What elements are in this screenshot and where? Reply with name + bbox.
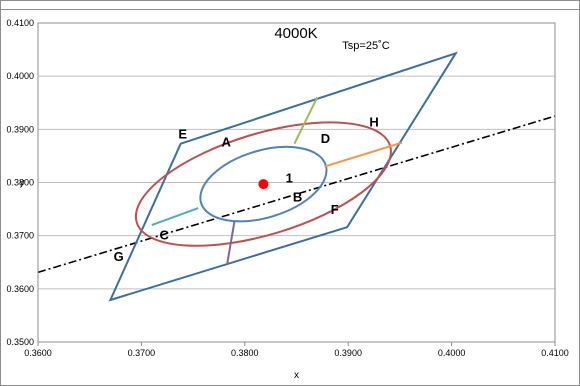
x-tick-label: 0.3800: [231, 348, 259, 358]
x-tick-label: 0.3900: [334, 348, 362, 358]
region-label-F: F: [331, 202, 339, 217]
y-tick-label: 0.3600: [6, 284, 34, 294]
y-tick-label: 0.3500: [6, 337, 34, 347]
region-label-A: A: [221, 134, 231, 149]
x-tick-label: 0.3600: [24, 348, 52, 358]
x-tick-label: 0.4000: [438, 348, 466, 358]
x-axis-title: x: [294, 370, 299, 381]
chart-subtitle: Tsp=25˚C: [342, 40, 389, 52]
region-label-E: E: [178, 126, 187, 141]
quadrilateral-boundary: [108, 51, 459, 302]
connector-segment: [293, 96, 319, 145]
y-tick-label: 0.4000: [6, 71, 34, 81]
connector-segment: [226, 221, 236, 265]
grid-layer: [38, 22, 555, 343]
region-label-H: H: [369, 115, 378, 130]
x-tick-label: 0.3700: [128, 348, 156, 358]
chart-title: 4000K: [274, 25, 317, 42]
center-point: [258, 179, 269, 190]
y-tick-label: 0.4100: [6, 18, 34, 28]
y-tick-label: 0.3800: [6, 178, 34, 188]
region-label-1: 1: [286, 171, 293, 186]
region-label-B: B: [293, 190, 302, 205]
plot-area-border: [37, 22, 556, 343]
series-layer: [37, 51, 556, 302]
connector-segment: [324, 141, 403, 168]
axis-layer: 0.35000.36000.37000.38000.39000.40000.41…: [6, 18, 568, 381]
region-label-D: D: [321, 131, 330, 146]
black-body-line: [37, 115, 556, 274]
y-axis-title: y: [20, 178, 25, 189]
y-tick-label: 0.3900: [6, 124, 34, 134]
connector-segment: [151, 207, 199, 226]
y-tick-label: 0.3700: [6, 231, 34, 241]
top-strip: [1, 1, 579, 10]
region-label-C: C: [159, 227, 169, 242]
label-layer: E A H D 1B F C G 4000K Tsp=25˚C: [114, 25, 390, 264]
x-tick-label: 0.4100: [541, 348, 569, 358]
region-label-G: G: [114, 249, 124, 264]
